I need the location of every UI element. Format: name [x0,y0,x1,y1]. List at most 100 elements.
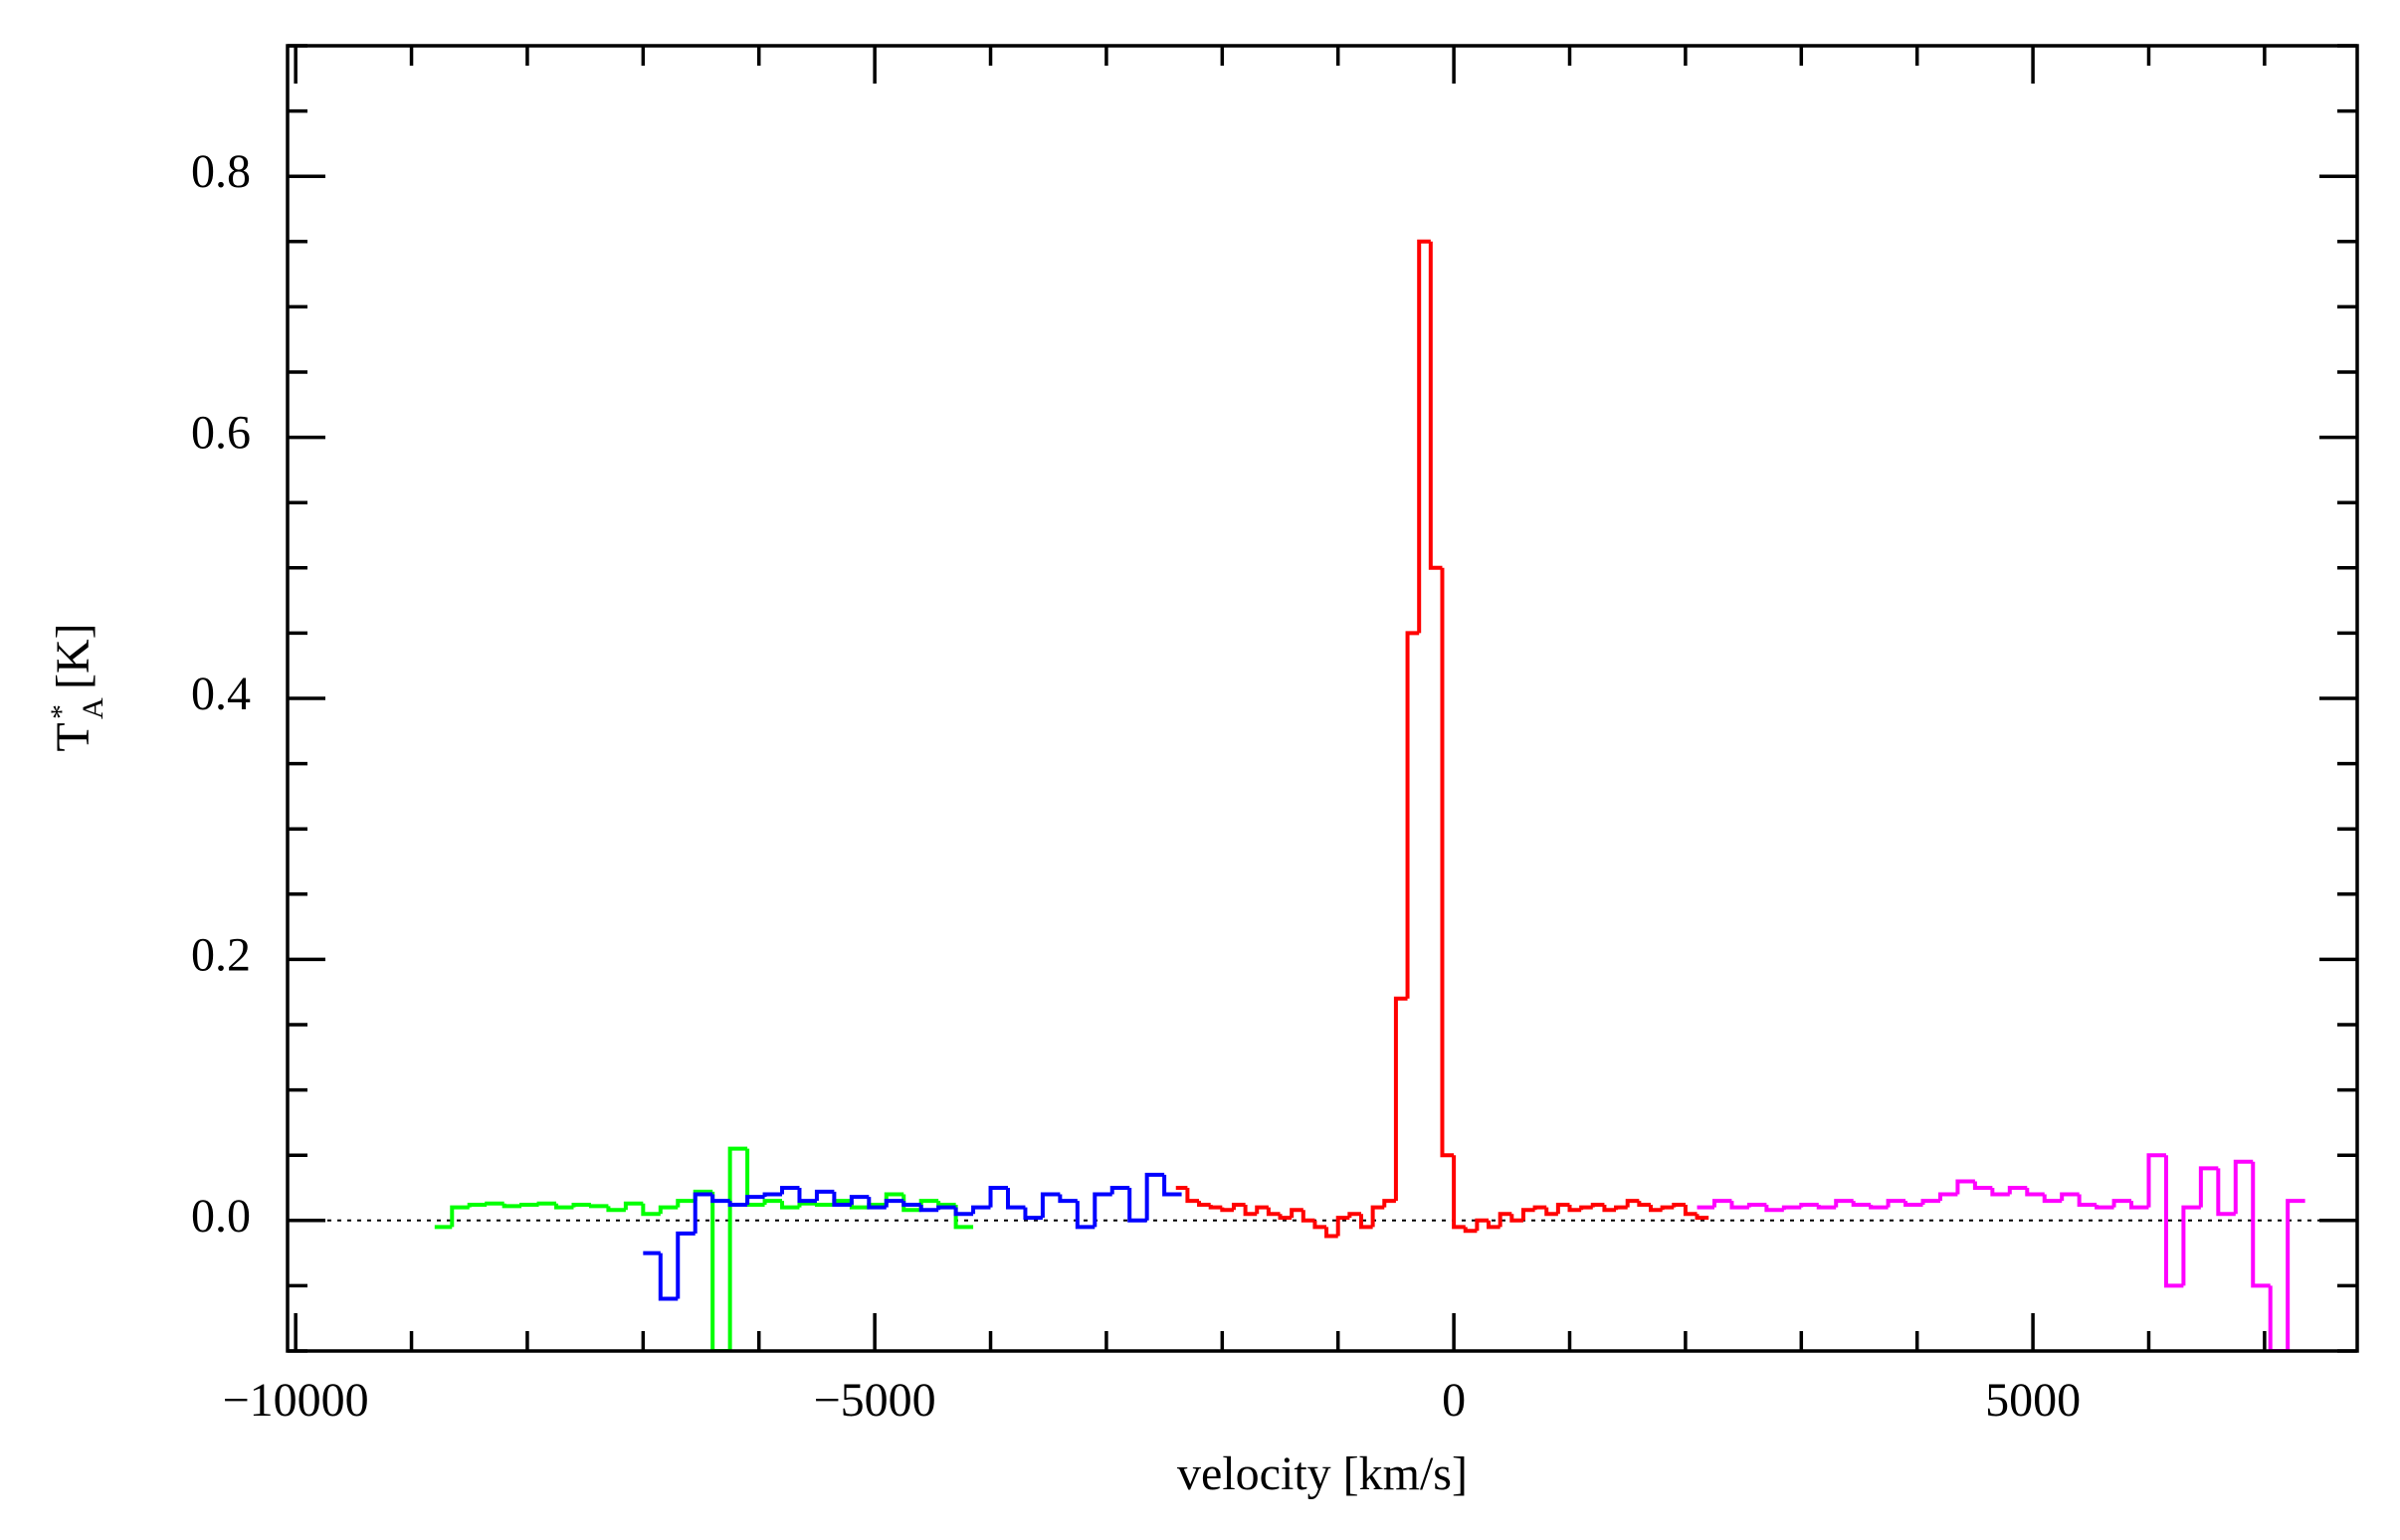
step-segment [1312,1220,1327,1230]
step-segment [1358,1214,1373,1230]
step-segment [797,1201,817,1208]
step-segment [2216,1168,2236,1217]
step-segment [814,1189,835,1202]
step-segment [1231,1203,1246,1211]
step-segment [467,1203,488,1208]
step-segment [1520,1208,1535,1221]
step-segment [1440,567,1455,1158]
step-segment [1278,1214,1293,1221]
step-segment [1614,1205,1628,1211]
step-segment [727,1201,748,1208]
step-segment [1023,1207,1043,1221]
step-segment [762,1192,783,1198]
step-segment [1695,1214,1709,1221]
step-segment [2268,1285,2289,1351]
step-segment [2286,1199,2305,1351]
step-segment [2042,1194,2063,1204]
step-segment [1567,1205,1582,1213]
x-tick-label: −5000 [814,1374,936,1427]
step-segment [1834,1199,1854,1208]
x-axis-label: velocity [km/s] [1177,1447,1468,1500]
step-segment [2060,1192,2080,1202]
step-segment [1637,1201,1651,1208]
step-segment [1255,1205,1269,1215]
plot-frame [286,44,2359,1353]
step-segment [1544,1207,1558,1217]
step-segment [1075,1201,1096,1230]
step-segment [571,1203,591,1208]
step-segment [2007,1186,2028,1195]
step-segment [2163,1155,2184,1288]
y-tick-label: 0.2 [191,928,251,981]
series [1175,239,1709,1239]
step-segment [519,1203,539,1208]
step-segment [901,1201,921,1208]
step-segment [971,1205,991,1215]
step-segment [2077,1194,2098,1208]
step-segment [676,1231,696,1299]
series [643,1172,1182,1301]
step-segment [1417,239,1431,634]
step-segment [1243,1205,1258,1217]
step-segment [1300,1210,1315,1223]
step-segment [710,1191,730,1351]
step-segment [745,1148,765,1208]
y-tick-label: 0.0 [191,1190,251,1243]
x-tick-label: 0 [1442,1374,1466,1427]
step-segment [1816,1205,1837,1210]
step-segment [1382,1199,1396,1208]
step-segment [1487,1220,1500,1230]
step-segment [936,1205,956,1211]
step-segment [918,1205,939,1213]
step-segment [1058,1194,1078,1204]
step-segment [658,1205,679,1215]
step-segment [1040,1192,1061,1219]
y-label-sup: * [45,704,78,719]
step-segment [814,1203,835,1208]
step-segment [901,1194,921,1213]
step-segment [1127,1188,1147,1223]
step-segment [658,1252,679,1301]
x-tick-label: 5000 [1985,1374,2081,1427]
step-segment [1937,1192,1958,1202]
step-segment [1324,1227,1338,1239]
step-segment [849,1201,870,1210]
step-segment [1955,1179,1975,1195]
step-segment [1648,1205,1663,1213]
step-segment [849,1195,870,1206]
step-segment [1799,1203,1819,1208]
step-segment [2129,1201,2149,1210]
step-segment [2198,1166,2219,1208]
step-segment [1602,1205,1617,1213]
step-segment [1109,1186,1130,1195]
step-segment [1625,1199,1640,1208]
step-segment [2095,1205,2114,1210]
step-segment [1972,1181,1993,1190]
x-tick-label: −10000 [223,1374,369,1427]
step-segment [1290,1208,1303,1219]
step-segment [1463,1227,1478,1234]
series [1697,1153,2305,1351]
step-segment [1886,1199,1906,1208]
series [434,1146,974,1351]
step-segment [1220,1207,1234,1213]
step-segment [1781,1205,1802,1211]
step-segment [867,1197,887,1210]
step-segment [1197,1201,1211,1208]
step-segment [1920,1199,1940,1206]
step-segment [1093,1192,1112,1228]
step-segment [1335,1216,1350,1237]
step-segment [1672,1203,1686,1208]
step-segment [1532,1205,1547,1211]
step-segment [1347,1212,1361,1219]
y-label-sub: A [77,697,109,719]
step-segment [450,1205,470,1228]
step-segment [1266,1207,1281,1217]
step-segment [1405,631,1420,999]
y-tick-label: 0.4 [191,668,251,720]
step-segment [623,1201,644,1211]
step-segment [780,1186,800,1195]
step-segment [1005,1188,1026,1210]
step-segment [2025,1188,2045,1197]
step-segment [641,1203,661,1217]
